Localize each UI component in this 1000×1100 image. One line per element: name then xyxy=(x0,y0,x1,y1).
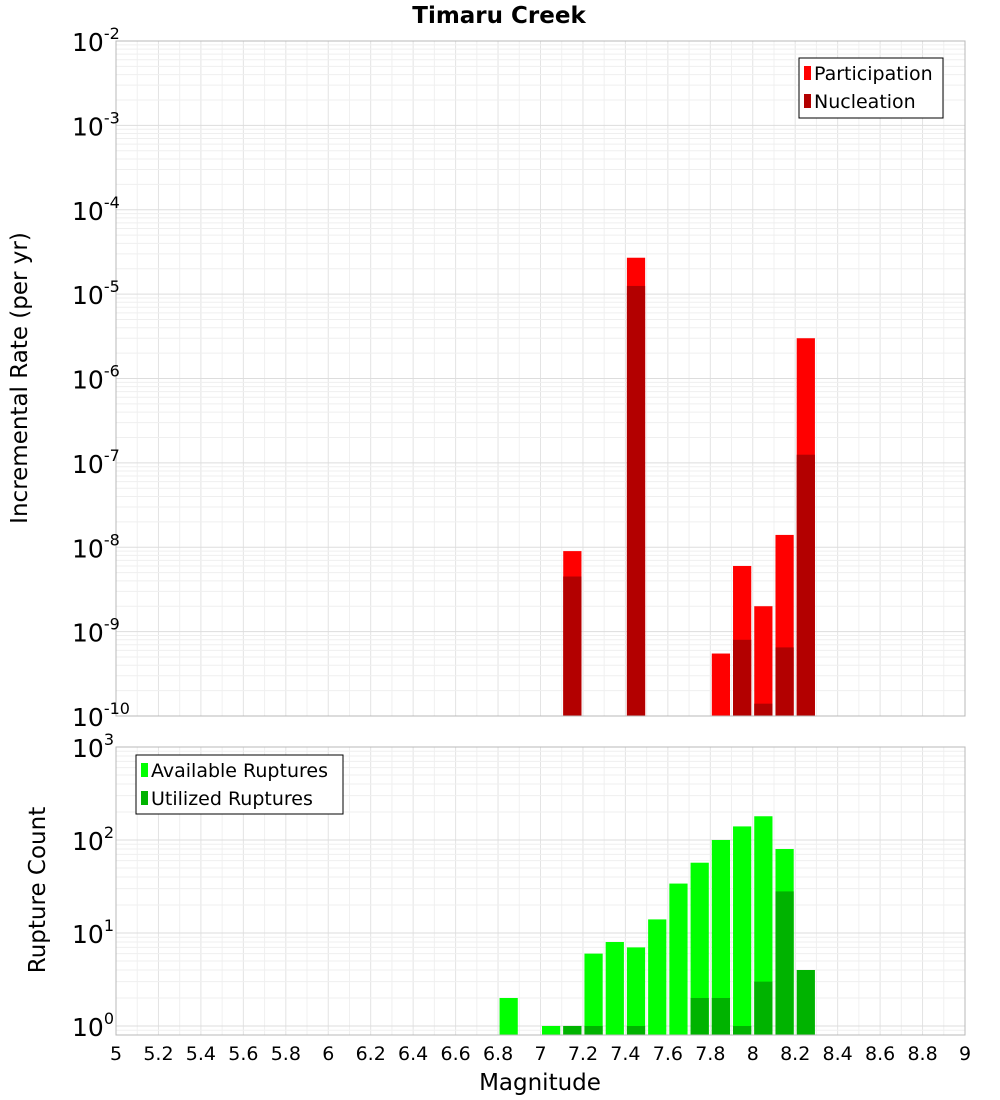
bottom-bar xyxy=(690,997,709,1035)
x-tick-label: 5.2 xyxy=(143,1043,173,1065)
top-y-ticks: 10-2 10-3 10-4 10-5 10-6 10-7 10-8 10-9 10-10 xyxy=(72,24,130,732)
top-legend-swatch xyxy=(804,66,811,80)
bottom-bar xyxy=(796,969,815,1035)
x-tick-label: 6.8 xyxy=(483,1043,513,1065)
x-tick-label: 6 xyxy=(322,1043,334,1065)
top-y-tick-label: 10-3 xyxy=(72,108,120,141)
bottom-legend-label: Available Ruptures xyxy=(151,760,328,782)
bottom-bar xyxy=(626,947,646,1035)
x-tick-label: 8.4 xyxy=(823,1043,853,1065)
top-legend-label: Participation xyxy=(814,63,933,85)
top-plot-panel: 10-2 10-3 10-4 10-5 10-6 10-7 10-8 10-9 10-10 Par… xyxy=(72,24,966,732)
bottom-legend-swatch xyxy=(141,763,148,777)
bottom-bar xyxy=(690,862,709,1035)
x-tick-label: 7.6 xyxy=(653,1043,683,1065)
x-tick-label: 5.4 xyxy=(186,1043,216,1065)
top-legend-label: Nucleation xyxy=(814,91,916,113)
bottom-bar xyxy=(584,1025,603,1035)
x-tick-label: 5.8 xyxy=(271,1043,301,1065)
top-y-tick-label: 10-9 xyxy=(72,615,120,648)
top-y-tick-label: 10-5 xyxy=(72,277,120,310)
bottom-bar xyxy=(626,1025,646,1035)
top-y-tick-label: 10-7 xyxy=(72,446,120,479)
top-grid xyxy=(115,40,966,717)
bottom-y-tick-label: 103 xyxy=(72,730,114,763)
top-bar xyxy=(754,606,773,716)
x-tick-label: 7 xyxy=(534,1043,546,1065)
bottom-bar xyxy=(563,1025,582,1035)
x-axis-label: Magnitude xyxy=(479,1070,601,1096)
bottom-bar xyxy=(499,997,518,1035)
top-y-tick-label: 10-10 xyxy=(72,699,130,732)
bottom-bar xyxy=(754,981,773,1035)
chart-title: Timaru Creek xyxy=(412,3,586,29)
x-tick-label: 6.6 xyxy=(440,1043,470,1065)
x-tick-label: 6.2 xyxy=(356,1043,386,1065)
x-tick-label: 8.6 xyxy=(865,1043,895,1065)
bottom-legend-label: Utilized Ruptures xyxy=(151,788,313,810)
top-bar xyxy=(711,653,731,716)
x-tick-label: 9 xyxy=(959,1043,971,1065)
bottom-legend-swatch xyxy=(141,791,148,805)
bottom-bar xyxy=(775,891,794,1035)
top-bar xyxy=(626,285,646,716)
bottom-bar xyxy=(542,1025,561,1035)
bottom-bar xyxy=(711,997,731,1035)
top-y-axis-label: Incremental Rate (per yr) xyxy=(7,232,33,524)
bottom-y-ticks: 103 102 101 100 xyxy=(72,730,114,1042)
x-tick-labels: 5 5.2 5.4 5.6 5.8 6 6.2 6.4 6.6 6.8 7 7.2 7.4 7.6 7.8 8… xyxy=(110,1043,971,1065)
x-tick-label: 8 xyxy=(747,1043,759,1065)
top-legend: Participation Nucleation xyxy=(798,57,944,119)
bottom-bar xyxy=(754,816,773,1035)
bottom-y-tick-label: 101 xyxy=(72,916,114,949)
bottom-plot-frame xyxy=(115,746,966,1036)
bottom-series-utilized-ruptures xyxy=(563,891,815,1035)
top-bar xyxy=(775,647,794,716)
x-tick-label: 5.6 xyxy=(228,1043,258,1065)
x-tick-label: 6.4 xyxy=(398,1043,428,1065)
top-bar xyxy=(733,639,752,716)
x-tick-label: 7.2 xyxy=(568,1043,598,1065)
top-legend-box xyxy=(798,57,944,119)
top-y-tick-label: 10-4 xyxy=(72,193,120,226)
top-y-tick-label: 10-8 xyxy=(72,530,120,563)
x-tick-label: 7.8 xyxy=(695,1043,725,1065)
x-tick-label: 8.8 xyxy=(907,1043,937,1065)
bottom-bar xyxy=(584,953,603,1035)
bottom-bar xyxy=(733,1025,752,1035)
top-bar xyxy=(796,454,815,716)
top-bar xyxy=(563,576,582,716)
x-tick-label: 7.4 xyxy=(610,1043,640,1065)
bottom-y-tick-label: 102 xyxy=(72,823,114,856)
bottom-y-axis-label: Rupture Count xyxy=(25,807,51,973)
top-legend-swatch xyxy=(804,94,811,108)
bottom-legend-box xyxy=(135,754,344,815)
top-series-nucleation xyxy=(563,285,815,716)
bottom-bar xyxy=(605,942,624,1035)
bottom-legend: Available Ruptures Utilized Ruptures xyxy=(135,754,344,815)
top-bar xyxy=(754,703,773,716)
top-y-tick-label: 10-6 xyxy=(72,362,120,395)
top-plot-frame xyxy=(115,40,966,717)
bottom-bar xyxy=(648,919,667,1035)
top-y-tick-label: 10-2 xyxy=(72,24,120,57)
bottom-bar xyxy=(711,839,731,1035)
x-tick-label: 8.2 xyxy=(780,1043,810,1065)
bottom-y-tick-label: 100 xyxy=(72,1009,114,1042)
bottom-bar xyxy=(669,883,688,1035)
bottom-bar xyxy=(733,826,752,1035)
x-tick-label: 5 xyxy=(110,1043,122,1065)
